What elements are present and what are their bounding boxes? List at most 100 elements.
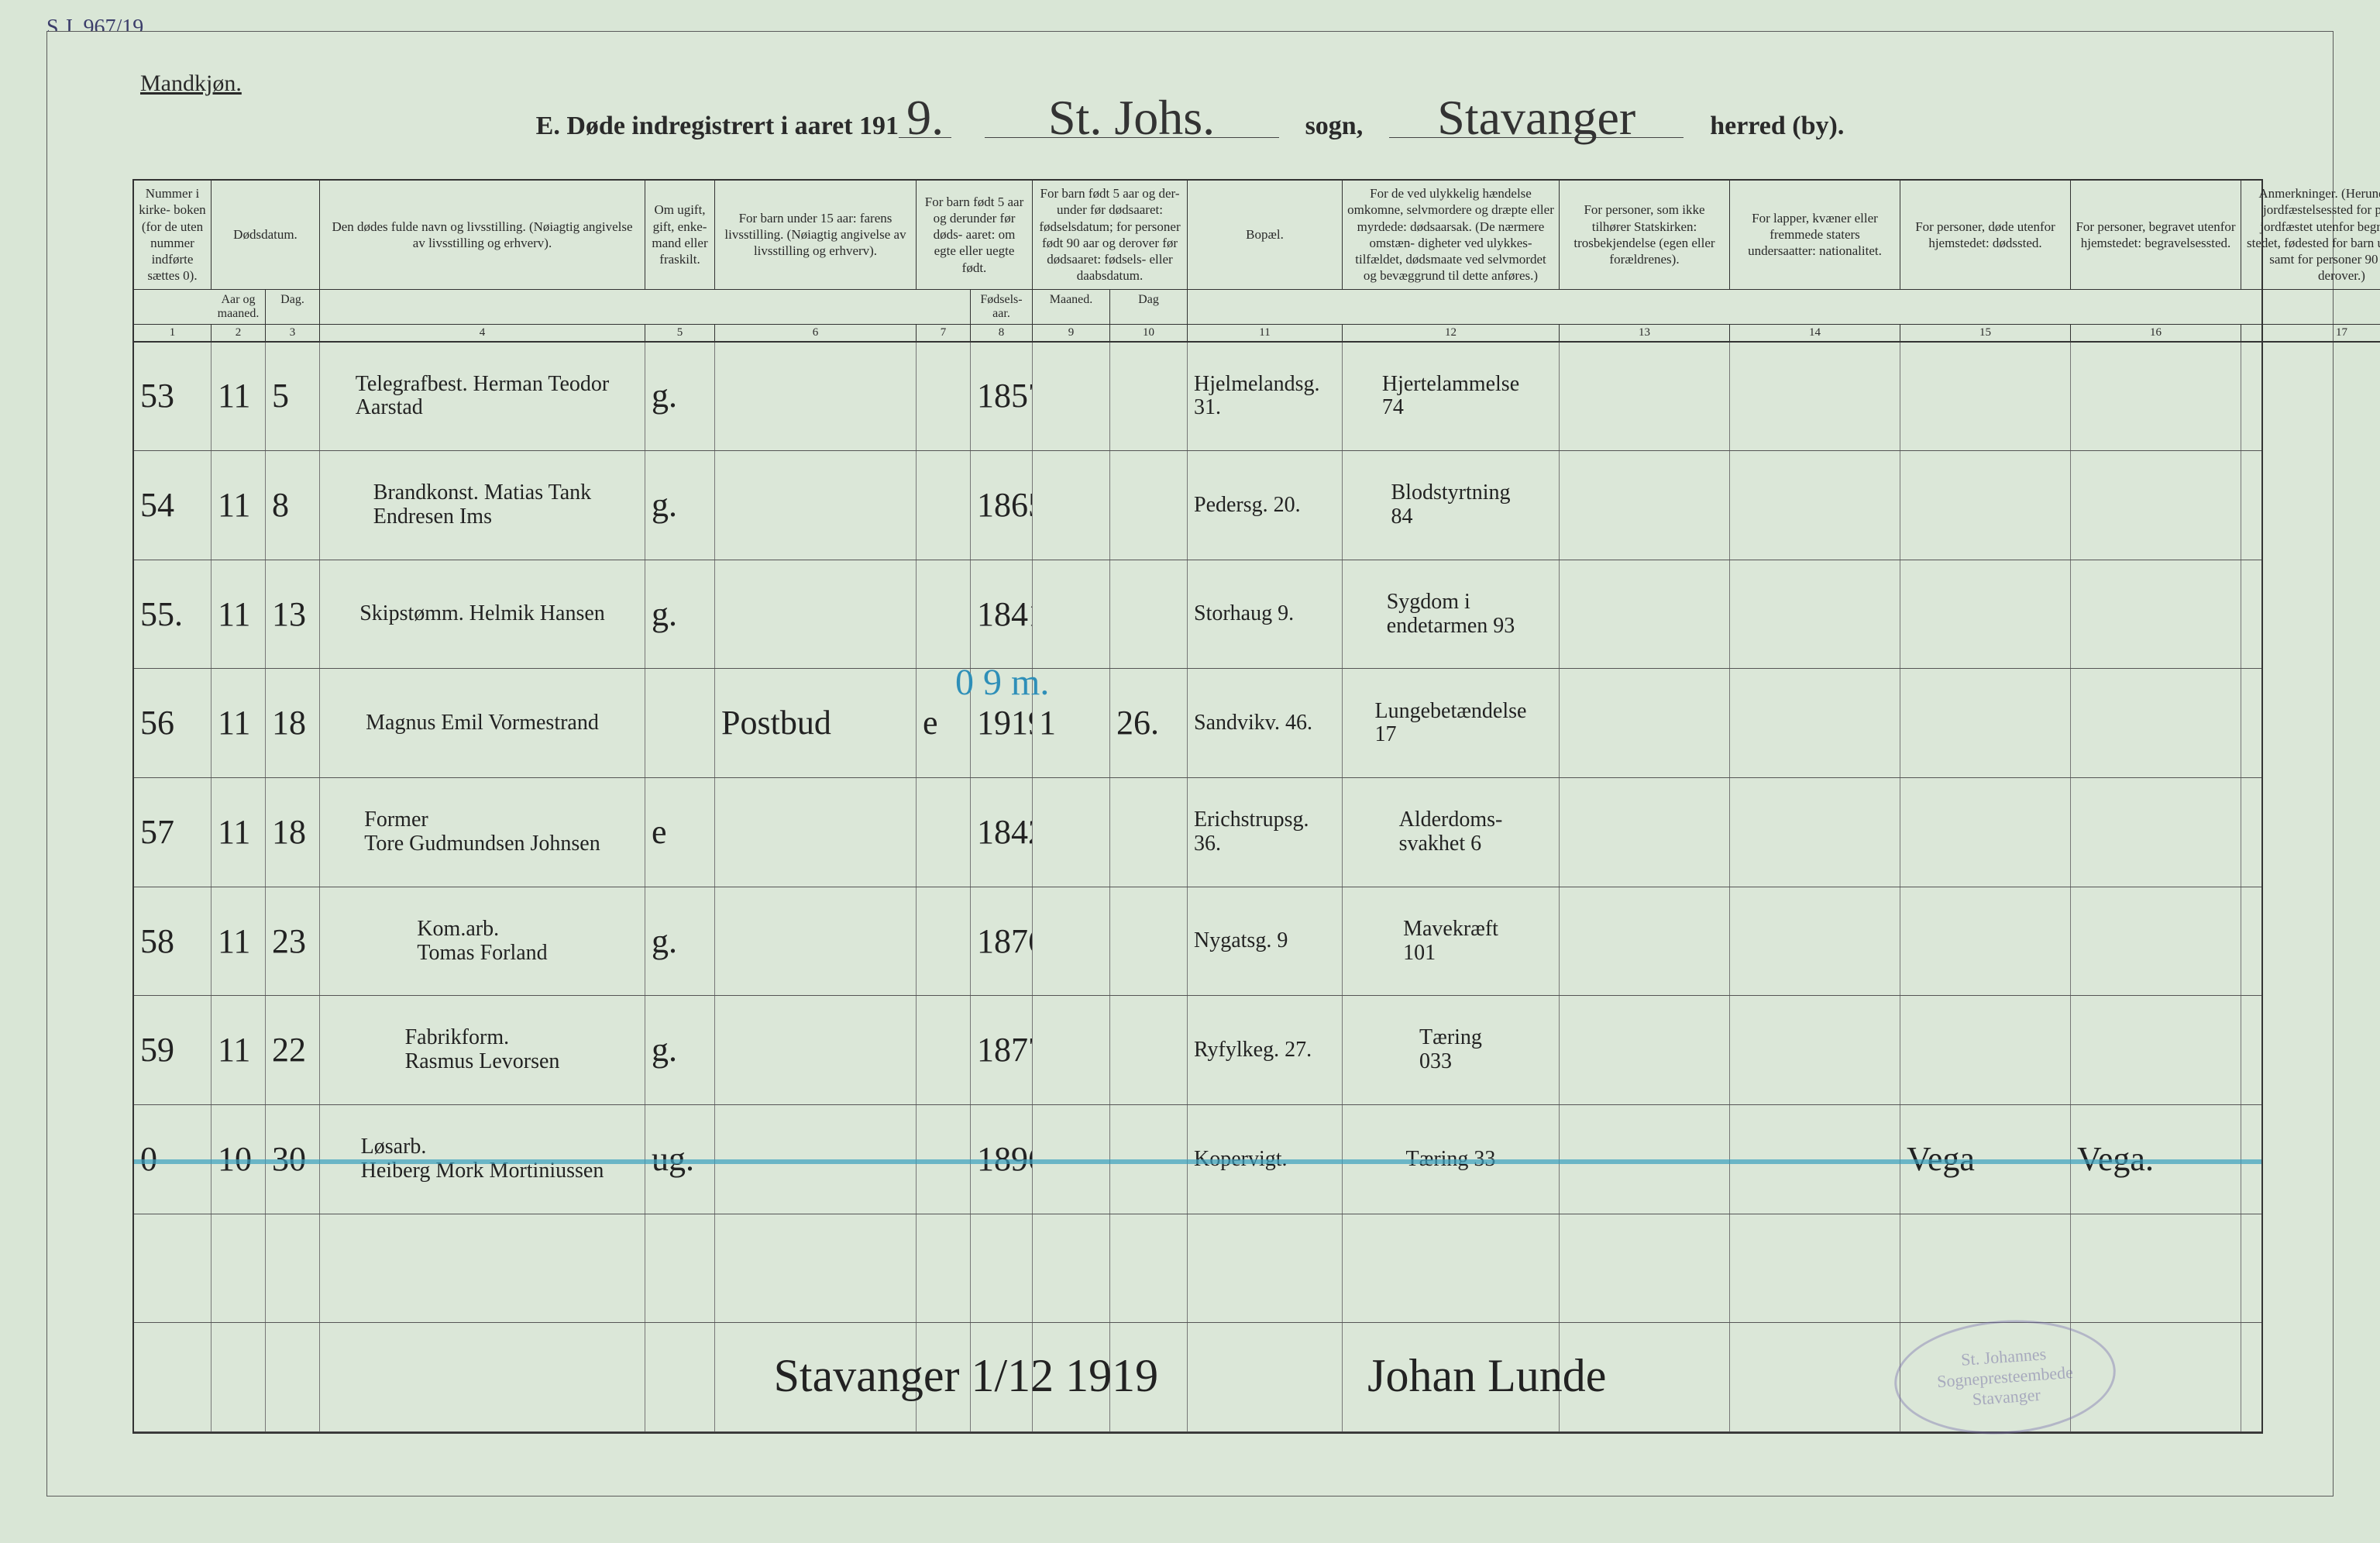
civil-status: g. (645, 996, 715, 1104)
gender-label: Mandkjøn. (140, 71, 242, 97)
nationality (1730, 778, 1900, 887)
remarks (2241, 343, 2380, 451)
place-of-burial (2071, 560, 2241, 669)
ledger-row: 53115Telegrafbest. Herman Teodor Aarstad… (134, 343, 2261, 452)
religion (1560, 1214, 1730, 1323)
father-occupation (715, 887, 917, 996)
death-month: 11 (212, 451, 266, 560)
civil-status (645, 1214, 715, 1323)
blue-pencil-note: 0 9 m. (955, 661, 1049, 704)
birth-month (1033, 451, 1110, 560)
residence (1188, 1214, 1343, 1323)
entry-number: 0 (134, 1105, 212, 1214)
father-occupation (715, 996, 917, 1104)
hdr-c13: For personer, som ikke tilhører Statskir… (1560, 181, 1730, 290)
legitimacy (917, 778, 971, 887)
name-occupation: Kom.arb. Tomas Forland (320, 887, 645, 996)
birth-year: 1876. (971, 887, 1033, 996)
cause-of-death: Tæring 33 (1343, 1105, 1560, 1214)
entry-number (134, 1214, 212, 1323)
remarks (2241, 1214, 2380, 1323)
place-of-burial (2071, 451, 2241, 560)
colnum: 6 (715, 325, 917, 343)
residence: Ryfylkeg. 27. (1188, 996, 1343, 1104)
birth-day (1110, 343, 1188, 451)
legitimacy (917, 560, 971, 669)
birth-day (1110, 887, 1188, 996)
place-of-burial (2071, 778, 2241, 887)
place-of-death (1900, 560, 2071, 669)
hdr-c12: For de ved ulykkelig hændelse omkomne, s… (1343, 181, 1560, 290)
entry-number: 56 (134, 669, 212, 777)
colnum: 1 (134, 325, 212, 343)
colnum: 11 (1188, 325, 1343, 343)
colnum: 14 (1730, 325, 1900, 343)
name-occupation: Telegrafbest. Herman Teodor Aarstad (320, 343, 645, 451)
father-occupation (715, 343, 917, 451)
residence: Nygatsg. 9 (1188, 887, 1343, 996)
rows-container: 53115Telegrafbest. Herman Teodor Aarstad… (134, 343, 2261, 1433)
cause-of-death: Alderdoms- svakhet 6 (1343, 778, 1560, 887)
civil-status: e (645, 778, 715, 887)
death-month: 11 (212, 887, 266, 996)
birth-year: 1842. (971, 778, 1033, 887)
birth-day (1110, 778, 1188, 887)
birth-day (1110, 451, 1188, 560)
entry-number: 53 (134, 343, 212, 451)
death-month (212, 1214, 266, 1323)
place-of-death (1900, 1214, 2071, 1323)
place-of-death (1900, 778, 2071, 887)
colnum: 15 (1900, 325, 2071, 343)
colnum: 16 (2071, 325, 2241, 343)
hdr-c9a: Maaned. (1033, 290, 1110, 325)
death-day: 22 (266, 996, 320, 1104)
district-name-hw: Stavanger (1389, 98, 1684, 138)
entry-number: 59 (134, 996, 212, 1104)
birth-month (1033, 996, 1110, 1104)
name-occupation (320, 1214, 645, 1323)
remarks (2241, 887, 2380, 996)
colnum: 5 (645, 325, 715, 343)
residence: Hjelmelandsg. 31. (1188, 343, 1343, 451)
colnum: 13 (1560, 325, 1730, 343)
death-day: 5 (266, 343, 320, 451)
nationality (1730, 996, 1900, 1104)
birth-year: 1896. (971, 1105, 1033, 1214)
death-month: 11 (212, 560, 266, 669)
death-month: 11 (212, 343, 266, 451)
name-occupation: Løsarb. Heiberg Mork Mortiniussen (320, 1105, 645, 1214)
residence: Kopervigt. (1188, 1105, 1343, 1214)
father-occupation (715, 778, 917, 887)
death-day: 23 (266, 887, 320, 996)
death-day: 30 (266, 1105, 320, 1214)
religion (1560, 560, 1730, 669)
entry-number: 58 (134, 887, 212, 996)
name-occupation: Magnus Emil Vormestrand (320, 669, 645, 777)
remarks (2241, 669, 2380, 777)
colnum: 12 (1343, 325, 1560, 343)
remarks (2241, 996, 2380, 1104)
entry-number: 57 (134, 778, 212, 887)
religion (1560, 778, 1730, 887)
colnum: 9 (1033, 325, 1110, 343)
legitimacy (917, 996, 971, 1104)
nationality (1730, 887, 1900, 996)
hdr-c9-group: For barn født 5 aar og der- under før dø… (1033, 181, 1188, 290)
header-row-top: Nummer i kirke- boken (for de uten numme… (134, 181, 2261, 290)
birth-day (1110, 996, 1188, 1104)
footer-place-date: Stavanger 1/12 1919 (774, 1350, 1159, 1401)
place-of-burial: Vega. (2071, 1105, 2241, 1214)
civil-status: g. (645, 451, 715, 560)
death-day: 13 (266, 560, 320, 669)
colnum: 2 (212, 325, 266, 343)
entry-number: 54 (134, 451, 212, 560)
place-of-death (1900, 887, 2071, 996)
hdr-c6: For barn under 15 aar: farens livsstilli… (715, 181, 917, 290)
birth-day (1110, 560, 1188, 669)
birth-day (1110, 1214, 1188, 1323)
colnum: 17 (2241, 325, 2380, 343)
legitimacy (917, 887, 971, 996)
residence: Storhaug 9. (1188, 560, 1343, 669)
hdr-c16: For personer, begravet utenfor hjemstede… (2071, 181, 2241, 290)
residence: Sandvikv. 46. (1188, 669, 1343, 777)
